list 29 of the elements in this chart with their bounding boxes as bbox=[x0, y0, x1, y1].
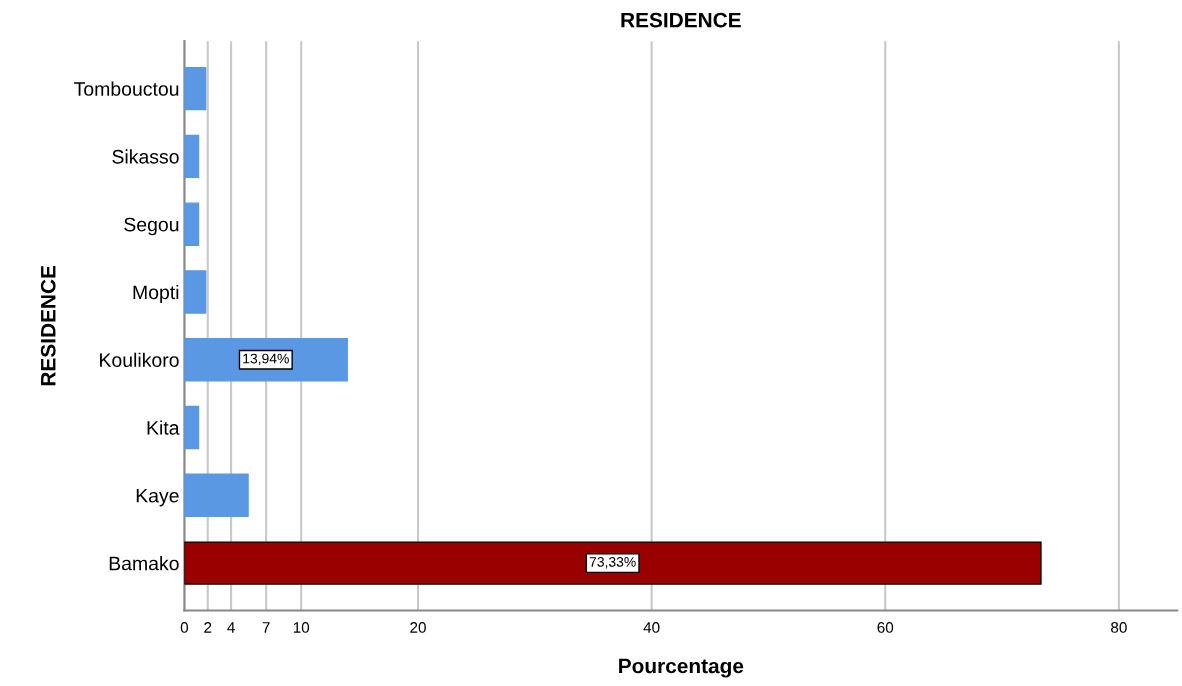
x-tick-label: 20 bbox=[410, 622, 426, 633]
y-tick-label: Segou bbox=[124, 217, 179, 236]
y-tick-label: Tombouctou bbox=[74, 81, 179, 96]
bar bbox=[184, 473, 249, 518]
bar bbox=[184, 270, 207, 314]
y-tick-label: Koulikoro bbox=[100, 352, 179, 367]
bar bbox=[184, 134, 200, 179]
bar bbox=[184, 405, 200, 450]
x-tick-label: 4 bbox=[227, 622, 235, 633]
x-tick-label: 0 bbox=[180, 622, 189, 633]
y-axis-title: RESIDENCE bbox=[40, 265, 56, 386]
y-tick-label: Kaye bbox=[136, 488, 179, 507]
x-tick-label: 80 bbox=[1111, 622, 1127, 633]
data-label: 73,33% bbox=[589, 556, 636, 569]
data-label: 13,94% bbox=[243, 353, 289, 366]
y-tick-label: Kita bbox=[147, 420, 180, 435]
x-tick-label: 10 bbox=[293, 622, 310, 633]
y-tick-label: Mopti bbox=[133, 284, 179, 304]
bar bbox=[184, 202, 200, 246]
x-tick-label: 2 bbox=[204, 622, 212, 633]
bar bbox=[184, 541, 1042, 585]
y-tick-label: Sikasso bbox=[112, 149, 179, 164]
x-tick-label: 40 bbox=[643, 622, 660, 633]
x-tick-label: 60 bbox=[877, 622, 894, 633]
bar bbox=[184, 66, 207, 111]
y-tick-label: Bamako bbox=[109, 556, 179, 571]
x-tick-label: 7 bbox=[262, 622, 270, 633]
x-axis-title: Pourcentage bbox=[619, 658, 744, 678]
chart-title: RESIDENCE bbox=[621, 12, 741, 28]
